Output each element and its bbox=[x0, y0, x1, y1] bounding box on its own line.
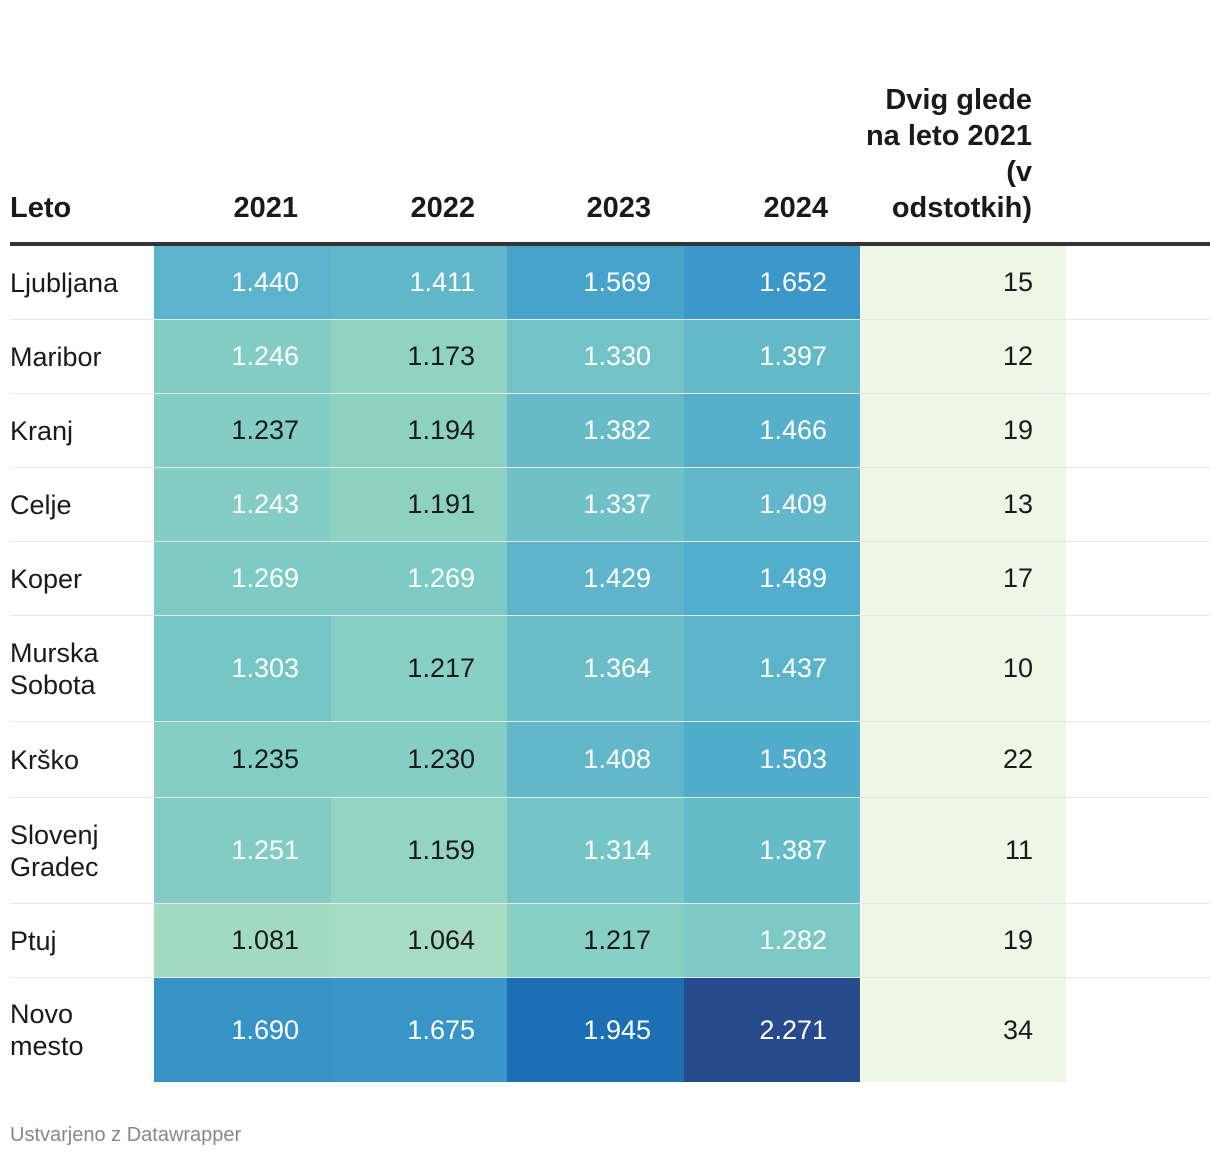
header-year-2022: 2022 bbox=[410, 192, 475, 224]
heat-cell: 1.173 bbox=[331, 320, 508, 393]
row-label: Ptuj bbox=[10, 925, 57, 956]
change-cell: 22 bbox=[861, 722, 1066, 797]
heat-cell: 1.503 bbox=[684, 722, 860, 797]
change-cell: 10 bbox=[861, 616, 1066, 721]
heat-cell: 1.337 bbox=[507, 468, 684, 541]
table-row: Ptuj 1.081 1.064 1.217 1.282 19 bbox=[10, 904, 1210, 978]
row-label: Celje bbox=[10, 489, 72, 520]
heat-cell: 1.243 bbox=[154, 468, 332, 541]
heat-cell: 1.382 bbox=[507, 394, 684, 467]
heat-cell: 1.064 bbox=[331, 904, 508, 977]
heat-cell: 1.397 bbox=[684, 320, 860, 393]
heat-cell: 1.191 bbox=[331, 468, 508, 541]
table-row: Murska Sobota 1.303 1.217 1.364 1.437 10 bbox=[10, 616, 1210, 722]
heat-cell: 1.230 bbox=[331, 722, 508, 797]
row-label: Koper bbox=[10, 563, 83, 594]
heat-cell: 1.217 bbox=[507, 904, 684, 977]
heat-cell: 1.269 bbox=[154, 542, 332, 615]
heat-cell: 1.282 bbox=[684, 904, 860, 977]
change-cell: 13 bbox=[861, 468, 1066, 541]
footer-credit: Ustvarjeno z Datawrapper bbox=[10, 1124, 242, 1146]
heat-cell: 1.217 bbox=[331, 616, 508, 721]
change-cell: 11 bbox=[861, 798, 1066, 903]
change-cell: 17 bbox=[861, 542, 1066, 615]
heat-cell: 1.387 bbox=[684, 798, 860, 903]
heat-cell: 1.411 bbox=[331, 246, 508, 319]
header-year-2023: 2023 bbox=[586, 192, 651, 224]
heat-cell: 1.489 bbox=[684, 542, 860, 615]
heat-cell: 1.314 bbox=[507, 798, 684, 903]
change-cell: 19 bbox=[861, 394, 1066, 467]
header-year-2021: 2021 bbox=[233, 192, 298, 224]
row-label: Murska Sobota bbox=[10, 637, 99, 700]
table-row: Celje 1.243 1.191 1.337 1.409 13 bbox=[10, 468, 1210, 542]
table-row: Maribor 1.246 1.173 1.330 1.397 12 bbox=[10, 320, 1210, 394]
table-row: Koper 1.269 1.269 1.429 1.489 17 bbox=[10, 542, 1210, 616]
table-row: Ljubljana 1.440 1.411 1.569 1.652 15 bbox=[10, 246, 1210, 320]
row-label: Novo mesto bbox=[10, 999, 84, 1061]
change-cell: 19 bbox=[861, 904, 1066, 977]
heat-cell: 1.081 bbox=[154, 904, 332, 977]
heat-cell: 1.330 bbox=[507, 320, 684, 393]
heat-cell: 1.159 bbox=[331, 798, 508, 903]
header-label: Leto bbox=[10, 192, 72, 224]
row-label: Krško bbox=[10, 744, 80, 775]
table-row: Slovenj Gradec 1.251 1.159 1.314 1.387 11 bbox=[10, 798, 1210, 904]
change-cell: 15 bbox=[861, 246, 1066, 319]
heat-cell: 2.271 bbox=[684, 978, 860, 1082]
heat-cell: 1.409 bbox=[684, 468, 860, 541]
header-change: Dvig glede na leto 2021 (v odstotkih) bbox=[865, 84, 1032, 224]
heat-cell: 1.437 bbox=[684, 616, 860, 721]
table-row: Novo mesto 1.690 1.675 1.945 2.271 34 bbox=[10, 978, 1210, 1082]
heat-cell: 1.269 bbox=[331, 542, 508, 615]
heat-cell: 1.440 bbox=[154, 246, 332, 319]
header-year-2024: 2024 bbox=[763, 192, 828, 224]
heat-cell: 1.675 bbox=[331, 978, 508, 1082]
heat-cell: 1.251 bbox=[154, 798, 332, 903]
heat-cell: 1.690 bbox=[154, 978, 332, 1082]
heat-cell: 1.652 bbox=[684, 246, 860, 319]
heat-cell: 1.945 bbox=[507, 978, 684, 1082]
row-label: Kranj bbox=[10, 415, 74, 446]
change-cell: 34 bbox=[861, 978, 1066, 1082]
row-label: Slovenj Gradec bbox=[10, 819, 99, 882]
heat-cell: 1.429 bbox=[507, 542, 684, 615]
table-row: Kranj 1.237 1.194 1.382 1.466 19 bbox=[10, 394, 1210, 468]
heat-cell: 1.235 bbox=[154, 722, 332, 797]
heat-cell: 1.569 bbox=[507, 246, 684, 319]
heat-cell: 1.408 bbox=[507, 722, 684, 797]
change-cell: 12 bbox=[861, 320, 1066, 393]
heat-cell: 1.364 bbox=[507, 616, 684, 721]
heat-cell: 1.194 bbox=[331, 394, 508, 467]
row-label: Ljubljana bbox=[10, 267, 119, 298]
table-row: Krško 1.235 1.230 1.408 1.503 22 bbox=[10, 722, 1210, 798]
table-header: Leto 2021 2022 2023 2024 Dvig glede na l… bbox=[10, 0, 1210, 246]
row-label: Maribor bbox=[10, 341, 102, 372]
heat-cell: 1.466 bbox=[684, 394, 860, 467]
heat-cell: 1.246 bbox=[154, 320, 332, 393]
heat-cell: 1.237 bbox=[154, 394, 332, 467]
heat-cell: 1.303 bbox=[154, 616, 332, 721]
